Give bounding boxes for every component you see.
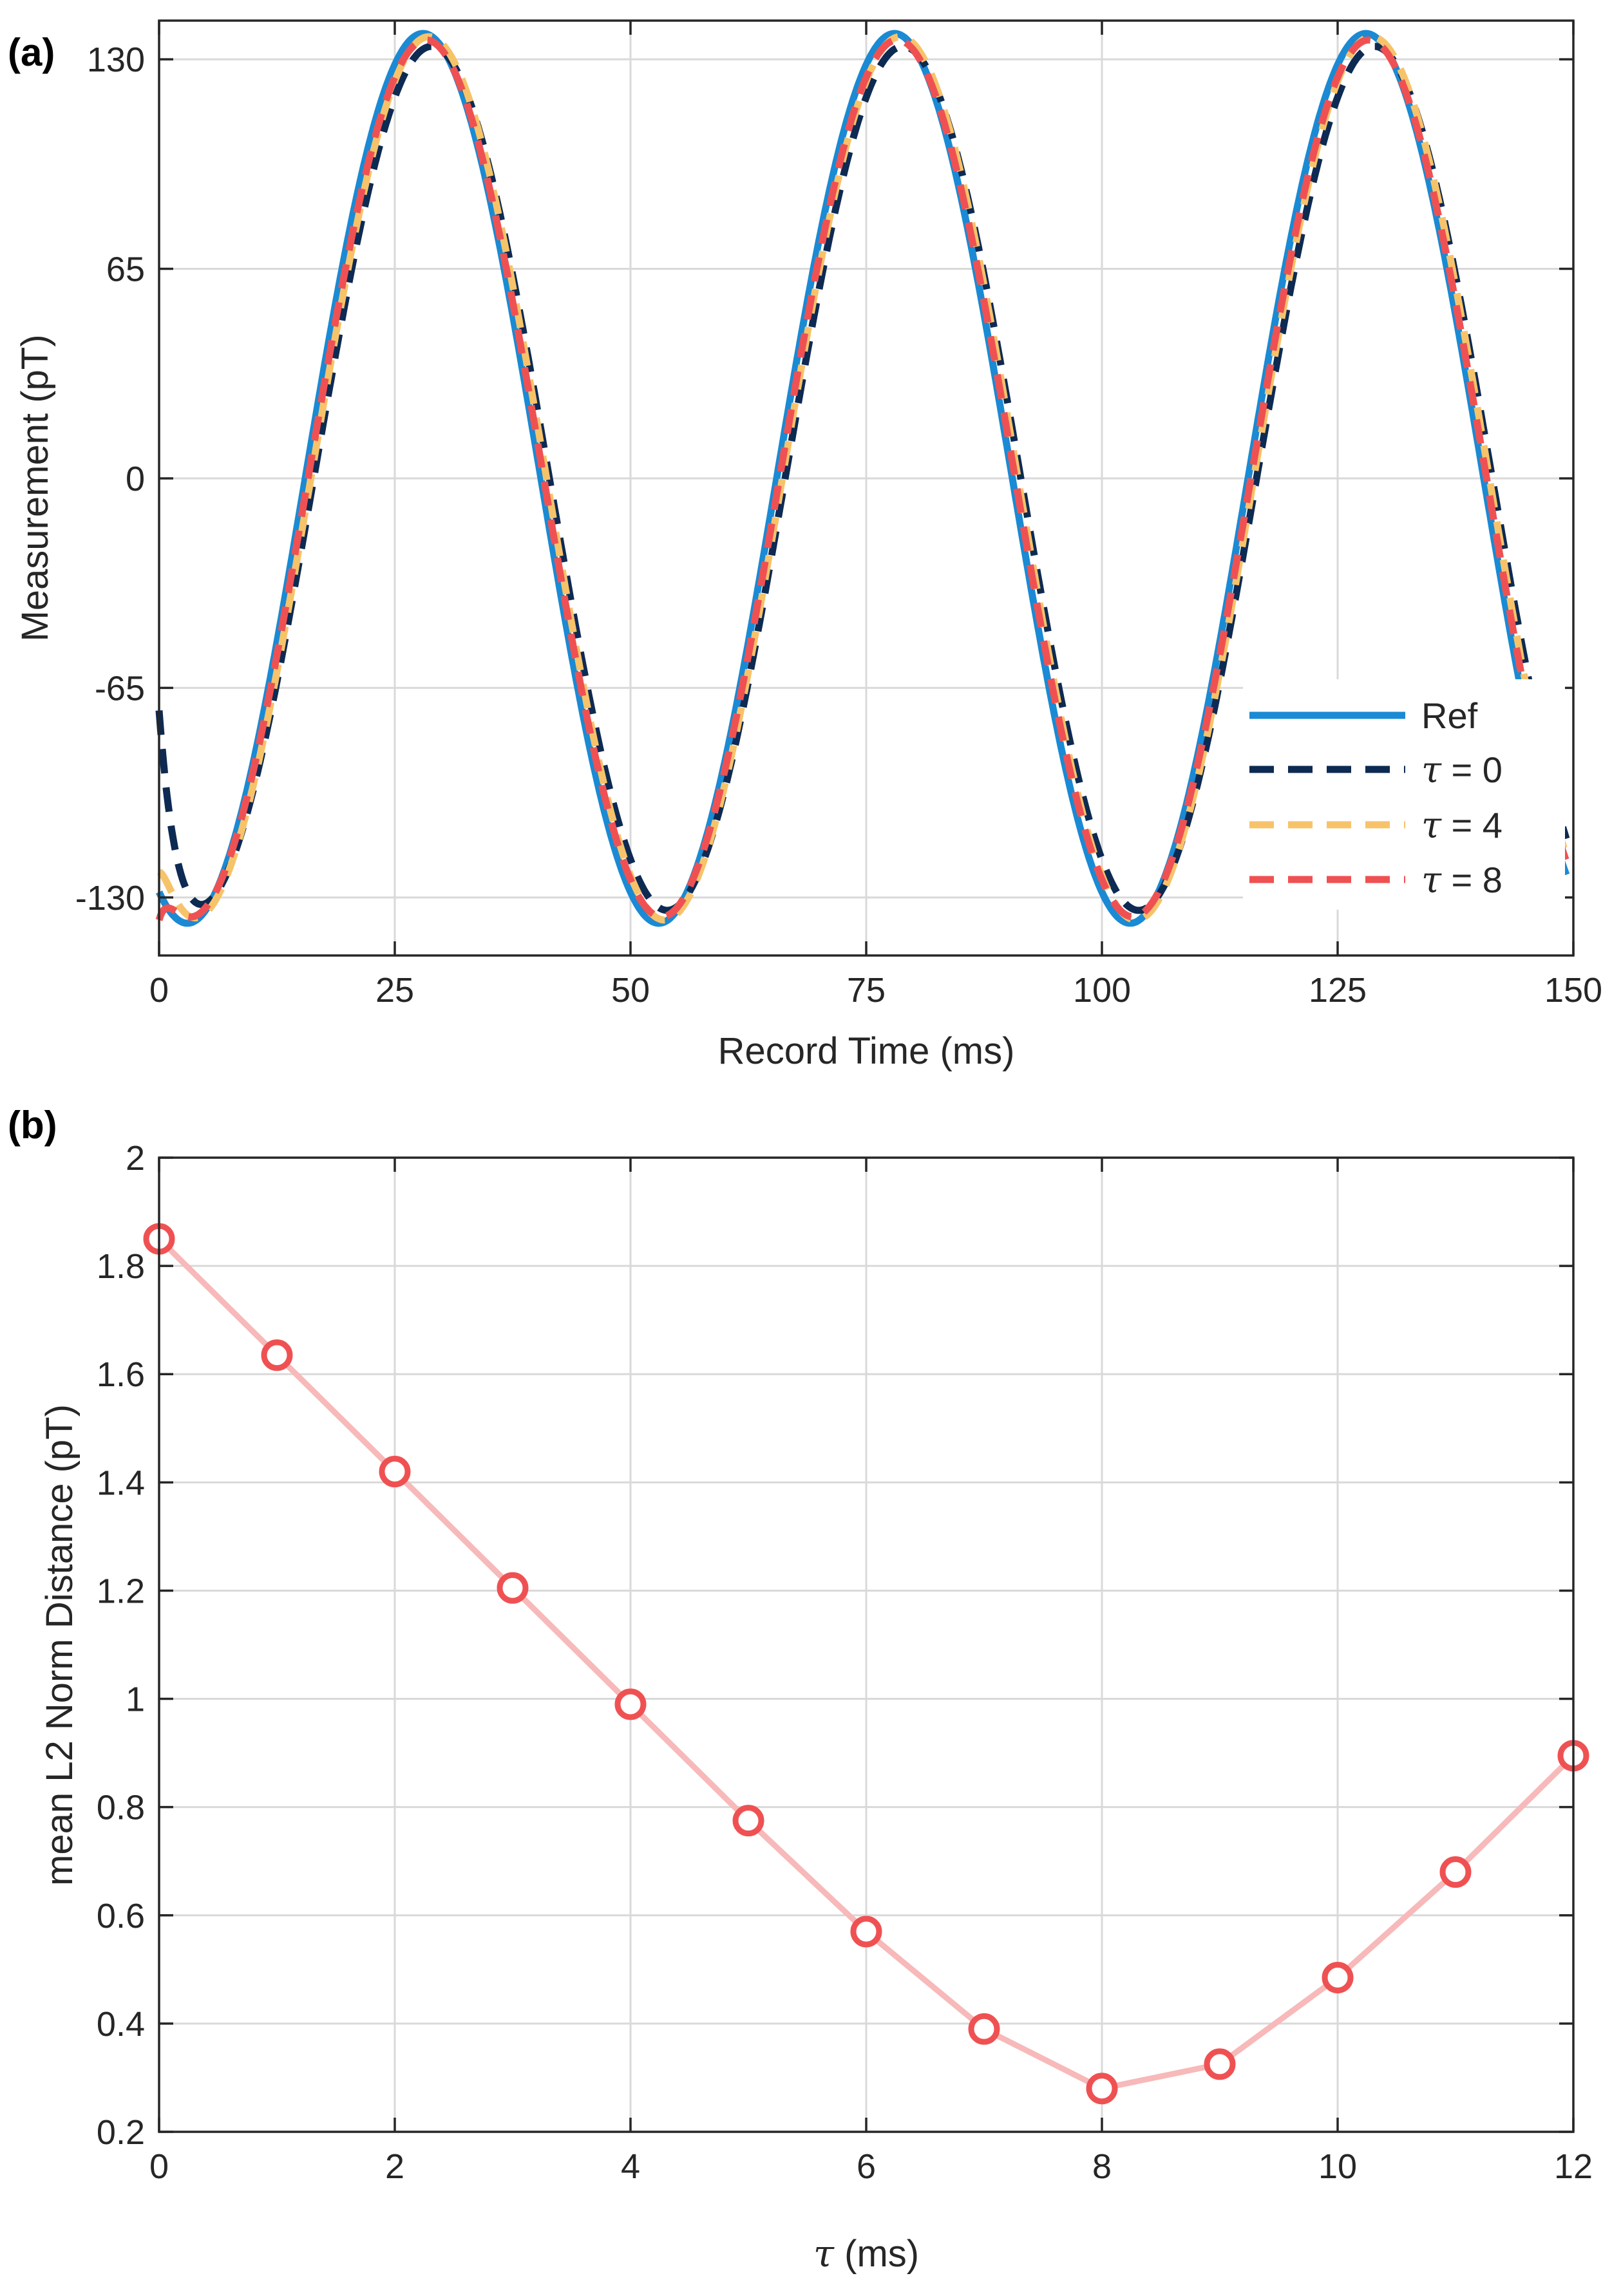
y-tick-label: 0.6	[97, 1897, 145, 1935]
panel-a-curves	[155, 30, 1570, 927]
legend-tau-value: = 0	[1441, 749, 1503, 790]
x-axis-unit: (ms)	[834, 2233, 919, 2275]
y-tick-label: 1	[126, 1680, 145, 1719]
y-tick-label: 130	[87, 41, 145, 79]
x-tick-label: 6	[857, 2147, 876, 2186]
data-point-marker	[261, 1339, 293, 1371]
panel-a-label: (a)	[8, 31, 55, 74]
x-tick-label: 125	[1309, 971, 1367, 1010]
y-tick-label: 1.8	[97, 1247, 145, 1286]
panel-b-y-tick-labels: 0.2 0.4 0.6 0.8 1 1.2 1.4 1.6 1.8 2	[97, 1139, 145, 2152]
x-tick-label: 8	[1092, 2147, 1112, 2186]
panel-b-y-axis-label: mean L2 Norm Distance (pT)	[39, 1404, 81, 1886]
y-tick-label: 1.2	[97, 1572, 145, 1610]
x-axis-tau-symbol: τ	[813, 2232, 835, 2275]
x-tick-label: 12	[1554, 2147, 1593, 2186]
panel-a-y-tick-labels: -130 -65 0 65 130	[75, 41, 145, 917]
legend-tau-symbol: τ	[1421, 749, 1442, 791]
x-tick-label: 150	[1544, 971, 1602, 1010]
panel-b-series	[143, 1223, 1589, 2105]
data-point-marker	[497, 1572, 529, 1604]
x-tick-label: 50	[611, 971, 650, 1010]
data-point-marker	[1204, 2048, 1236, 2080]
legend-label-ref: Ref	[1421, 695, 1478, 736]
y-tick-label: 1.6	[97, 1355, 145, 1394]
y-tick-label: 2	[126, 1139, 145, 1178]
data-point-marker	[379, 1456, 411, 1488]
panel-a-ticks	[158, 21, 1575, 955]
panel-b-chart: (b) 0 2 4 6 8 10 12 0.2 0.4 0.6 0.8 1 1.2 1.4 1.6 1.8 2…	[8, 1104, 1593, 2275]
x-tick-label: 0	[149, 2147, 169, 2186]
data-point-marker	[732, 1805, 764, 1837]
series-line-tau-3	[155, 36, 1570, 921]
y-tick-label: 0.8	[97, 1789, 145, 1827]
panel-b-grid	[159, 1158, 1573, 2132]
panel-b-label: (b)	[8, 1104, 57, 1147]
x-tick-label: 75	[847, 971, 886, 1010]
legend-label-tau-8: τ = 8	[1421, 860, 1503, 901]
data-point-marker	[968, 2013, 1000, 2045]
panel-a-legend: Ref τ = 0 τ = 4 τ = 8	[1243, 679, 1565, 910]
panel-a-x-tick-labels: 0 25 50 75 100 125 150	[149, 971, 1602, 1010]
panel-b-ticks	[158, 1156, 1575, 2133]
legend-label-tau-4: τ = 4	[1421, 805, 1503, 847]
panel-a-x-axis-label: Record Time (ms)	[718, 1030, 1015, 1072]
panel-b-x-axis-label: τ (ms)	[813, 2232, 919, 2275]
panel-a-chart: (a) 0 25 50 75 100 125 150 -130 -65 0 65 130 Recor…	[8, 19, 1602, 1072]
y-tick-label: 0.2	[97, 2113, 145, 2152]
x-tick-label: 0	[149, 971, 169, 1010]
data-point-marker	[614, 1688, 647, 1720]
x-tick-label: 4	[621, 2147, 640, 2186]
y-tick-label: 1.4	[97, 1463, 145, 1502]
data-point-marker	[1322, 1961, 1354, 1993]
y-tick-label: 0	[126, 460, 145, 498]
x-tick-label: 10	[1318, 2147, 1357, 2186]
panel-b-x-tick-labels: 0 2 4 6 8 10 12	[149, 2147, 1593, 2186]
data-point-marker	[850, 1915, 882, 1948]
y-tick-label: 65	[106, 250, 145, 289]
y-tick-label: -130	[75, 879, 145, 917]
legend-tau-value: = 4	[1441, 805, 1503, 845]
x-tick-label: 100	[1073, 971, 1131, 1010]
data-point-marker	[1439, 1856, 1472, 1888]
y-tick-label: 0.4	[97, 2005, 145, 2044]
x-tick-label: 2	[385, 2147, 404, 2186]
data-point-marker	[1086, 2073, 1118, 2105]
x-tick-label: 25	[375, 971, 414, 1010]
y-tick-label: -65	[95, 669, 145, 708]
legend-label-tau-0: τ = 0	[1421, 749, 1503, 791]
legend-tau-symbol: τ	[1421, 805, 1442, 847]
legend-tau-value: = 8	[1441, 860, 1503, 900]
panel-a-y-axis-label: Measurement (pT)	[14, 334, 56, 641]
series-line-ref	[156, 30, 1570, 927]
legend-tau-symbol: τ	[1421, 860, 1442, 901]
